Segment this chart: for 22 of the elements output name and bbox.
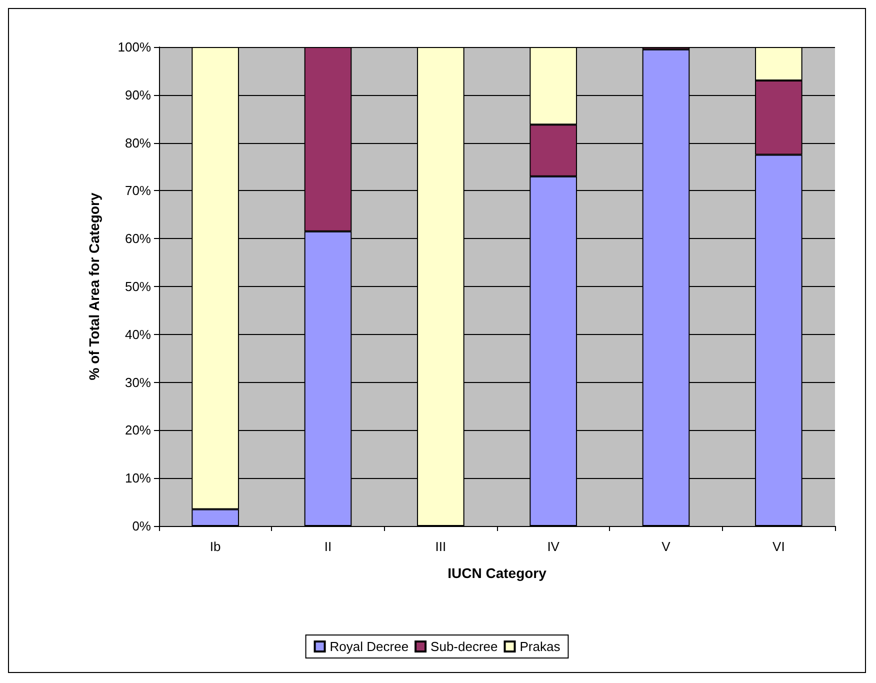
legend-label: Royal Decree (330, 639, 409, 654)
x-tick-label: Ib (210, 539, 221, 554)
x-tick-label: III (435, 539, 446, 554)
y-tick-label: 30% (124, 374, 152, 390)
y-tick-label: 40% (124, 326, 152, 342)
y-axis-title: % of Total Area for Category (86, 192, 102, 380)
x-tick-label: IV (547, 539, 560, 554)
y-tick-label: 70% (124, 183, 152, 198)
x-tick-label: II (324, 539, 332, 554)
x-axis-title: IUCN Category (448, 565, 547, 581)
y-tick-label: 90% (124, 87, 152, 102)
y-tick-label: 10% (124, 470, 152, 486)
y-tick-label: 80% (124, 135, 152, 150)
y-tick-label: 60% (124, 231, 152, 246)
x-tick-label: VI (772, 539, 785, 554)
legend-label: Sub-decree (430, 639, 498, 654)
y-tick-label: 100% (118, 40, 152, 54)
y-tick-label: 50% (124, 279, 152, 294)
y-tick-label: 0% (132, 518, 152, 534)
x-tick-label: V (662, 539, 671, 554)
y-tick-label: 20% (124, 422, 152, 438)
legend-label: Prakas (520, 639, 561, 654)
